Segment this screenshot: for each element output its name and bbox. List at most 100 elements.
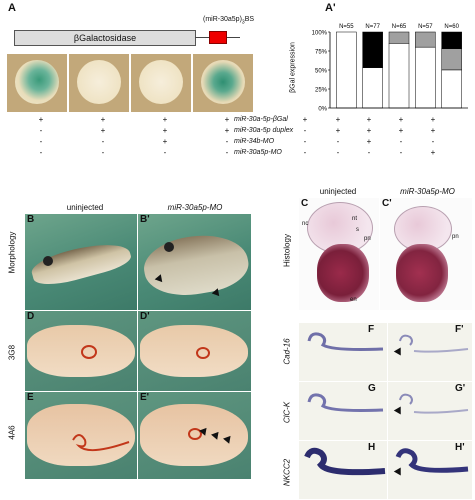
chart-condition-sign: - (303, 126, 307, 135)
chart-condition-sign: - (336, 148, 340, 157)
chart-condition-sign: + (430, 126, 436, 135)
label-f: F (368, 324, 375, 335)
label-d: D (27, 311, 35, 322)
label-b: B (27, 214, 35, 225)
label-h-prime: H' (455, 442, 465, 453)
annot-en: en (350, 297, 357, 303)
annot-nc: nc (302, 221, 309, 227)
n-label: N=55 (339, 24, 354, 30)
row-label-nkcc2: NKCC2 (282, 458, 292, 487)
image-f (298, 322, 388, 382)
label-g-prime: G' (455, 383, 466, 394)
condition-sign: + (100, 115, 106, 124)
panel-a-label: A (8, 2, 16, 14)
condition-sign: - (163, 148, 167, 157)
condition-sign: - (101, 137, 105, 146)
bar-segment (388, 31, 410, 44)
condition-row-label: miR-30a5p-MO (234, 149, 282, 156)
condition-sign: + (162, 126, 168, 135)
bar-segment (441, 69, 462, 109)
condition-sign: - (39, 137, 43, 146)
chart-condition-sign: + (366, 137, 372, 146)
chart-condition-sign: - (303, 137, 307, 146)
condition-sign: + (162, 115, 168, 124)
condition-sign: - (39, 126, 43, 135)
condition-sign: + (224, 126, 230, 135)
embryo-image-2 (68, 53, 130, 113)
condition-sign: - (225, 137, 229, 146)
image-e-prime (137, 391, 252, 480)
bar-segment (336, 31, 357, 109)
chart-condition-sign: + (366, 115, 372, 124)
label-f-prime: F' (455, 324, 464, 335)
condition-sign: - (225, 148, 229, 157)
col-header-mo: miR-30a5p-MO (167, 203, 223, 212)
y-tick-label: 100% (312, 31, 328, 37)
bar-segment (415, 31, 436, 48)
col-header-uninjected: uninjected (66, 203, 104, 212)
bar-segment (362, 67, 383, 109)
row-label-cad16: Cad-16 (282, 338, 292, 365)
chart-condition-sign: + (302, 115, 308, 124)
chart-condition-sign: + (335, 126, 341, 135)
n-label: N=60 (444, 24, 459, 30)
chart-condition-sign: - (399, 137, 403, 146)
condition-sign: + (38, 115, 44, 124)
condition-sign: + (162, 137, 168, 146)
panel-a-prime-label: A' (325, 2, 336, 14)
chart-condition-sign: - (367, 148, 371, 157)
n-label: N=57 (418, 24, 433, 30)
bar-segment (362, 31, 383, 68)
y-tick-label: 75% (315, 50, 328, 56)
y-tick-label: 50% (315, 69, 328, 75)
embryo-image-4 (192, 53, 254, 113)
annot-nt: nt (352, 216, 358, 222)
label-e: E (27, 392, 34, 403)
label-g: G (368, 383, 376, 394)
image-e (24, 391, 138, 480)
image-c-prime (379, 197, 473, 311)
y-tick-label: 0% (318, 107, 327, 113)
image-b (24, 213, 138, 311)
bar-segment (388, 43, 410, 109)
label-c: C (301, 198, 309, 209)
chart-condition-sign: - (399, 148, 403, 157)
chart-condition-sign: + (398, 115, 404, 124)
chart-condition-sign: - (431, 137, 435, 146)
condition-sign: + (224, 115, 230, 124)
image-c (298, 197, 380, 311)
condition-row-label: miR-34b-MO (234, 138, 275, 145)
bar-segment (441, 31, 462, 49)
row-label-3g8: 3G8 (7, 344, 17, 361)
chart-condition-sign: - (336, 137, 340, 146)
annot-pn: pn (364, 236, 371, 242)
row-label-morphology: Morphology (7, 231, 17, 274)
chart-condition-sign: + (430, 115, 436, 124)
image-g-prime (387, 381, 473, 441)
y-tick-label: 25% (315, 88, 328, 94)
label-h: H (368, 442, 376, 453)
image-d-prime (137, 310, 252, 392)
chart-condition-sign: - (303, 148, 307, 157)
histo-header-uninjected: uninjected (319, 187, 357, 196)
condition-row-label: miR-30a-5p duplex (234, 127, 294, 134)
embryo-image-1 (6, 53, 68, 113)
image-h-prime (387, 440, 473, 500)
condition-sign: - (101, 148, 105, 157)
chart-condition-sign: + (430, 148, 436, 157)
bar-segment (441, 48, 462, 71)
label-c-prime: C' (382, 198, 392, 209)
annot-pn-2: pn (452, 234, 459, 240)
label-b-prime: B' (140, 214, 150, 225)
construct-label: βGalactosidase (73, 33, 137, 43)
image-d (24, 310, 138, 392)
construct-box: βGalactosidase (14, 30, 196, 46)
label-e-prime: E' (140, 392, 150, 403)
n-label: N=77 (365, 24, 380, 30)
chart-condition-sign: + (335, 115, 341, 124)
annot-s: s (356, 227, 359, 233)
chart-condition-sign: + (398, 126, 404, 135)
n-label: N=65 (392, 24, 407, 30)
image-b-prime (137, 213, 252, 311)
embryo-image-3 (130, 53, 192, 113)
